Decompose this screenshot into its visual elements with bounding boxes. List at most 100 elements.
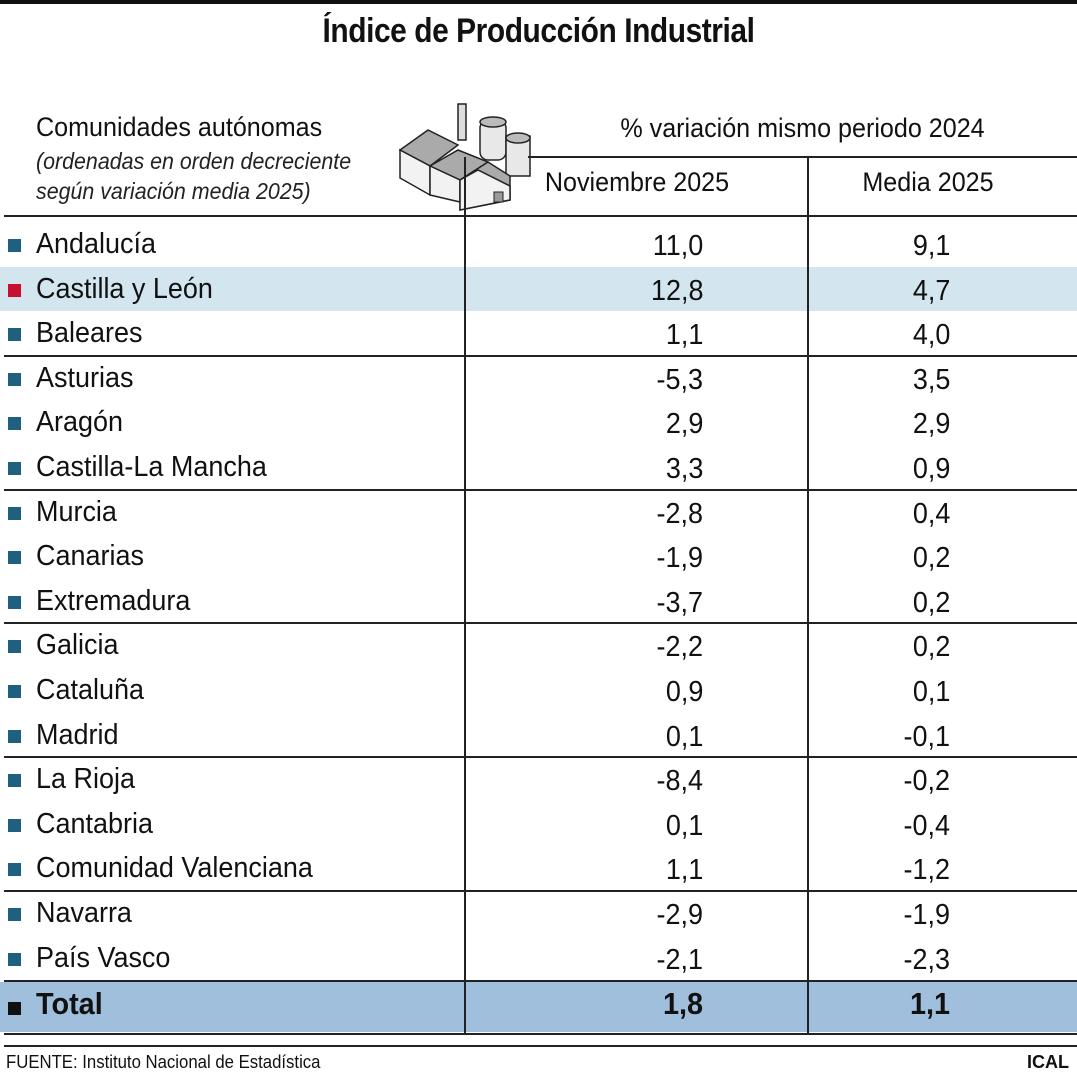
total-divider — [4, 980, 1077, 982]
average-value: -0,4 — [903, 809, 950, 842]
region-name: Murcia — [36, 495, 117, 528]
note-line-1: (ordenadas en orden decreciente — [36, 148, 352, 174]
november-value: 1,1 — [665, 854, 703, 887]
variation-header: % variación mismo periodo 2024 — [620, 113, 985, 143]
average-value: 0,9 — [912, 453, 950, 485]
header-divider — [528, 156, 1077, 158]
total-row: Total 1,8 1,1 — [0, 982, 1077, 1032]
row-marker-icon — [8, 372, 21, 386]
row-marker-icon — [8, 417, 21, 431]
average-value: 0,4 — [912, 497, 950, 530]
november-value: 0,1 — [665, 720, 703, 753]
average-value: 4,0 — [912, 319, 950, 352]
table-row: Cataluña 0,9 0,1 — [0, 668, 1077, 713]
november-value: 11,0 — [652, 230, 703, 262]
average-value: 9,1 — [912, 230, 950, 262]
average-value: 1,1 — [909, 986, 950, 1021]
average-column-header: Media 2025 — [862, 167, 994, 197]
region-name: Extremadura — [36, 584, 191, 617]
region-name: Andalucía — [36, 228, 156, 260]
table-bottom-rule — [4, 1033, 1077, 1035]
row-marker-icon — [8, 328, 21, 342]
region-name: Canarias — [36, 540, 144, 573]
row-marker-icon — [8, 908, 21, 921]
row-marker-icon — [8, 283, 21, 297]
region-name: Castilla-La Mancha — [36, 451, 267, 483]
table-row: La Rioja -8,4 -0,2 — [0, 757, 1077, 802]
group-divider — [4, 756, 1077, 759]
region-column-note: (ordenadas en orden decreciente según va… — [36, 146, 351, 206]
november-column-header: Noviembre 2025 — [544, 167, 730, 197]
row-marker-icon — [8, 595, 21, 609]
table-row: Castilla-La Mancha 3,3 0,9 — [0, 445, 1077, 490]
row-marker-icon — [8, 506, 21, 520]
region-name: Total — [36, 986, 103, 1021]
november-value: -1,9 — [656, 542, 703, 575]
footer-rule — [4, 1045, 1077, 1047]
average-value: -0,1 — [903, 720, 950, 753]
table-row: Castilla y León 12,8 4,7 — [0, 266, 1077, 312]
region-name: Castilla y León — [36, 272, 213, 305]
note-line-2: según variación media 2025) — [36, 178, 311, 204]
november-value: 3,3 — [665, 453, 703, 485]
group-divider — [4, 354, 1077, 357]
row-marker-icon — [8, 863, 21, 877]
row-marker-icon — [8, 239, 21, 252]
november-value: -8,4 — [656, 765, 703, 798]
row-marker-icon — [8, 774, 21, 788]
table-row: Galicia -2,2 0,2 — [0, 623, 1077, 668]
region-name: Galicia — [36, 629, 119, 662]
november-value: 2,9 — [665, 408, 703, 441]
row-marker-icon — [8, 551, 21, 565]
average-value: 0,2 — [912, 631, 950, 664]
table-row: Comunidad Valenciana 1,1 -1,2 — [0, 846, 1077, 891]
november-value: 1,1 — [665, 319, 703, 352]
source-note: FUENTE: Instituto Nacional de Estadístic… — [6, 1052, 321, 1072]
row-marker-icon — [8, 462, 21, 475]
region-name: Cantabria — [36, 807, 153, 840]
region-name: País Vasco — [36, 941, 171, 974]
november-value: -2,1 — [656, 943, 703, 976]
region-name: La Rioja — [36, 763, 135, 796]
region-column-header: Comunidades autónomas — [36, 112, 323, 142]
region-name: Comunidad Valenciana — [36, 852, 313, 885]
average-value: -0,2 — [903, 765, 950, 798]
table-row: Madrid 0,1 -0,1 — [0, 713, 1077, 758]
table-row: Canarias -1,9 0,2 — [0, 534, 1077, 579]
average-value: 0,1 — [912, 676, 950, 708]
row-marker-icon — [8, 685, 21, 698]
average-value: -2,3 — [903, 943, 950, 976]
average-value: 0,2 — [912, 542, 950, 575]
row-marker-icon — [8, 1002, 21, 1015]
group-divider — [4, 890, 1077, 892]
november-value: -2,9 — [656, 899, 703, 931]
table-row: Murcia -2,8 0,4 — [0, 490, 1077, 535]
table-row: Asturias -5,3 3,5 — [0, 356, 1077, 401]
row-marker-icon — [8, 952, 21, 966]
region-name: Baleares — [36, 317, 143, 350]
region-name: Cataluña — [36, 674, 144, 706]
column-divider-2 — [807, 157, 809, 1034]
november-value: -5,3 — [656, 363, 703, 396]
group-divider — [4, 488, 1077, 491]
average-value: 2,9 — [912, 408, 950, 441]
top-rule — [0, 0, 1077, 4]
region-name: Madrid — [36, 718, 119, 751]
table-row: País Vasco -2,1 -2,3 — [0, 936, 1077, 981]
page-title: Índice de Producción Industrial — [322, 12, 755, 50]
november-value: 0,9 — [665, 676, 703, 708]
november-value: 1,8 — [662, 986, 703, 1021]
average-value: 3,5 — [912, 363, 950, 396]
november-value: -3,7 — [656, 586, 703, 619]
table-row: Aragón 2,9 2,9 — [0, 400, 1077, 445]
region-name: Asturias — [36, 361, 134, 394]
table-row: Extremadura -3,7 0,2 — [0, 579, 1077, 624]
header-rule — [4, 215, 1077, 217]
column-divider-1 — [464, 157, 466, 1034]
row-marker-icon — [8, 818, 21, 832]
brand-label: ICAL — [1027, 1052, 1069, 1072]
row-marker-icon — [8, 640, 21, 654]
region-name: Navarra — [36, 897, 132, 929]
average-value: -1,9 — [903, 899, 950, 931]
table-row: Andalucía 11,0 9,1 — [0, 222, 1077, 267]
